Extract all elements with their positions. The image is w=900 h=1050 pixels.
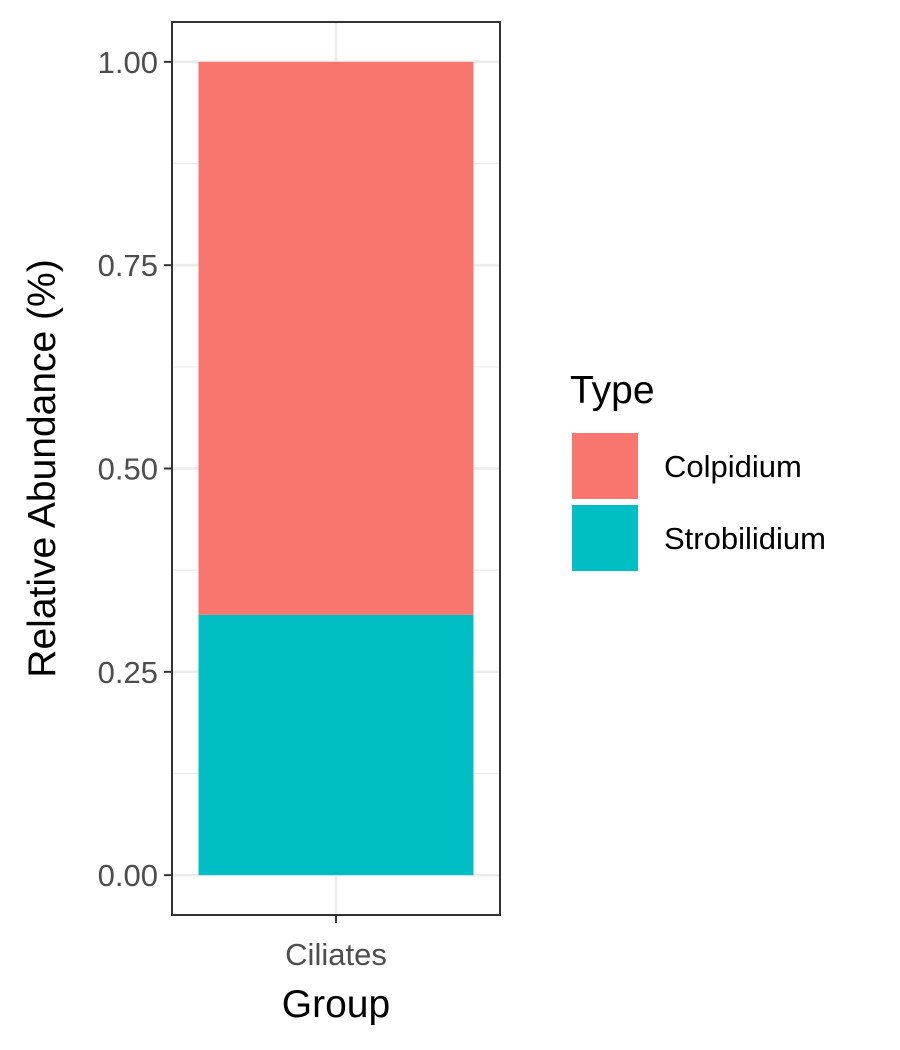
y-tick-label: 0.25 <box>98 655 158 690</box>
bar-segment-strobilidium <box>198 614 474 876</box>
y-axis-title: Relative Abundance (%) <box>21 259 64 677</box>
y-axis: 0.00 0.25 0.50 0.75 1.00 <box>98 45 172 893</box>
legend-key-strobilidium <box>572 505 638 571</box>
legend-key-colpidium <box>572 433 638 499</box>
legend-label-colpidium: Colpidium <box>664 449 802 484</box>
y-tick-label: 0.50 <box>98 452 158 487</box>
x-axis: Ciliates <box>285 915 387 972</box>
x-tick-label: Ciliates <box>285 937 387 972</box>
bars <box>198 61 474 876</box>
bar-segment-colpidium <box>198 61 474 615</box>
y-tick-label: 0.75 <box>98 248 158 283</box>
legend-items: Colpidium Strobilidium <box>572 433 826 571</box>
y-tick-label: 1.00 <box>98 45 158 80</box>
legend-title: Type <box>570 369 655 412</box>
legend-label-strobilidium: Strobilidium <box>664 521 826 556</box>
x-axis-title: Group <box>282 983 390 1026</box>
legend: Type Colpidium Strobilidium <box>570 369 826 571</box>
y-tick-label: 0.00 <box>98 858 158 893</box>
